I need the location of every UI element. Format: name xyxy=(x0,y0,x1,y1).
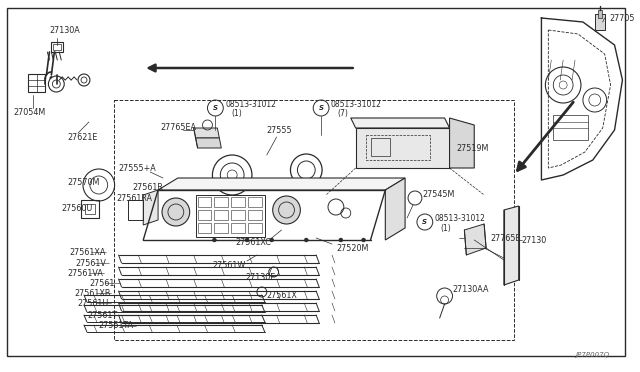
Bar xyxy=(114,100,514,340)
Text: 27561XC: 27561XC xyxy=(235,237,271,247)
Bar xyxy=(129,200,143,220)
Text: 27560U: 27560U xyxy=(61,203,93,212)
Text: 27621E: 27621E xyxy=(67,132,97,141)
Text: 27519M: 27519M xyxy=(456,144,489,153)
Circle shape xyxy=(339,238,343,242)
Polygon shape xyxy=(143,190,158,225)
Text: 27130: 27130 xyxy=(522,235,547,244)
Text: S: S xyxy=(213,105,218,111)
Text: 27765E: 27765E xyxy=(490,234,520,243)
Text: 27054M: 27054M xyxy=(14,108,46,116)
Text: 27561XA: 27561XA xyxy=(69,247,106,257)
Bar xyxy=(365,135,430,160)
Text: 27130AA: 27130AA xyxy=(452,285,489,295)
Circle shape xyxy=(273,196,300,224)
Polygon shape xyxy=(385,178,405,240)
Text: S: S xyxy=(319,105,324,111)
Bar xyxy=(248,210,262,220)
Bar xyxy=(85,204,95,214)
Text: 27130E: 27130E xyxy=(245,273,275,282)
Bar xyxy=(81,200,99,218)
Polygon shape xyxy=(351,118,449,128)
Text: 27705: 27705 xyxy=(610,13,635,22)
Text: 27561W: 27561W xyxy=(212,260,246,269)
Circle shape xyxy=(304,238,308,242)
Text: 27561XB: 27561XB xyxy=(74,289,111,298)
Bar xyxy=(198,197,211,207)
Text: 27561T: 27561T xyxy=(87,311,117,320)
Text: 27545M: 27545M xyxy=(423,189,455,199)
Bar xyxy=(196,195,265,237)
Bar xyxy=(198,223,211,233)
Bar xyxy=(598,10,602,18)
Bar xyxy=(214,210,228,220)
Bar xyxy=(198,210,211,220)
Bar xyxy=(554,115,588,140)
Circle shape xyxy=(212,238,216,242)
Polygon shape xyxy=(194,128,220,138)
Circle shape xyxy=(362,238,365,242)
Text: JP7P007Q: JP7P007Q xyxy=(575,352,610,358)
Circle shape xyxy=(269,238,274,242)
Bar xyxy=(51,42,63,52)
Text: 08513-31012: 08513-31012 xyxy=(331,99,382,109)
Bar xyxy=(231,210,245,220)
Text: 27130A: 27130A xyxy=(49,26,80,35)
Bar xyxy=(231,197,245,207)
Text: 27520M: 27520M xyxy=(336,244,368,253)
Bar xyxy=(595,14,605,30)
Text: (7): (7) xyxy=(337,109,348,118)
Text: 27561VA: 27561VA xyxy=(67,269,103,278)
Polygon shape xyxy=(196,138,221,148)
Text: 27570M: 27570M xyxy=(67,177,100,186)
Polygon shape xyxy=(504,206,518,285)
Polygon shape xyxy=(449,118,474,168)
Text: 27561TA: 27561TA xyxy=(99,321,134,330)
Text: 27561U: 27561U xyxy=(77,298,108,308)
Text: 08513-31012: 08513-31012 xyxy=(225,99,276,109)
Bar xyxy=(371,138,390,156)
Text: 27561RA: 27561RA xyxy=(116,193,152,202)
Text: 27555: 27555 xyxy=(267,125,292,135)
Polygon shape xyxy=(356,128,449,168)
Text: 08513-31012: 08513-31012 xyxy=(435,214,486,222)
Bar xyxy=(214,197,228,207)
Bar xyxy=(248,223,262,233)
Text: 27561X: 27561X xyxy=(267,291,298,299)
Text: 27555+A: 27555+A xyxy=(118,164,156,173)
Bar xyxy=(231,223,245,233)
Polygon shape xyxy=(158,178,405,190)
Bar xyxy=(214,223,228,233)
Circle shape xyxy=(162,198,189,226)
Text: 27561V: 27561V xyxy=(75,259,106,267)
Text: 27561R: 27561R xyxy=(132,183,163,192)
Bar xyxy=(53,44,61,50)
Text: 27765EA: 27765EA xyxy=(160,122,196,131)
Text: (1): (1) xyxy=(231,109,242,118)
Polygon shape xyxy=(465,224,486,255)
Text: 27561: 27561 xyxy=(89,279,115,288)
Bar xyxy=(248,197,262,207)
Text: (1): (1) xyxy=(441,224,451,232)
Circle shape xyxy=(245,238,249,242)
Text: S: S xyxy=(422,219,428,225)
